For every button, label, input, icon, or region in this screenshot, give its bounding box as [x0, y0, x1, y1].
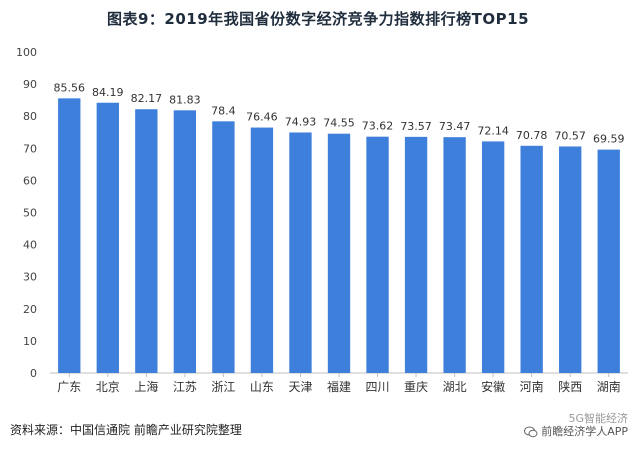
data-label: 73.47 — [439, 120, 471, 133]
bar — [58, 98, 81, 373]
x-tick-label: 上海 — [134, 379, 158, 394]
x-tick-label: 安徽 — [481, 379, 505, 394]
x-tick-label: 天津 — [288, 380, 312, 394]
bar — [289, 132, 312, 373]
x-tick-label: 湖南 — [597, 379, 621, 394]
bar — [404, 136, 428, 373]
y-tick-label: 30 — [23, 271, 37, 284]
data-label: 73.62 — [362, 120, 394, 133]
bar — [327, 133, 351, 373]
data-label: 73.57 — [400, 120, 432, 133]
wechat-icon — [524, 426, 538, 438]
bar — [559, 146, 582, 373]
bar — [135, 109, 158, 373]
bar — [597, 149, 620, 373]
x-tick-label: 四川 — [366, 380, 390, 394]
x-tick-label: 湖北 — [443, 379, 467, 394]
data-label: 70.78 — [516, 129, 548, 142]
y-tick-label: 100 — [16, 46, 37, 59]
data-label: 70.57 — [554, 129, 586, 142]
x-tick-label: 福建 — [327, 379, 351, 394]
data-label: 72.14 — [477, 124, 509, 137]
watermark-line2: 前瞻经济学人APP — [541, 425, 628, 438]
source-note: 资料来源：中国信通院 前瞻产业研究院整理 — [10, 423, 242, 437]
chart-title: 图表9：2019年我国省份数字经济竞争力指数排行榜TOP15 — [106, 10, 530, 28]
data-label: 76.46 — [246, 111, 278, 124]
x-tick-label: 浙江 — [211, 380, 235, 394]
y-tick-label: 70 — [23, 142, 37, 155]
x-tick-label: 山东 — [250, 380, 274, 394]
y-tick-label: 20 — [23, 303, 37, 316]
bar — [250, 127, 274, 373]
watermark: 5G智能经济 前瞻经济学人APP — [524, 412, 628, 439]
x-tick-label: 河南 — [520, 379, 544, 394]
y-tick-label: 50 — [23, 207, 37, 220]
bar — [443, 137, 466, 373]
data-label: 74.93 — [285, 115, 317, 128]
y-tick-label: 80 — [23, 110, 37, 123]
y-tick-label: 40 — [23, 239, 37, 252]
bar — [520, 145, 543, 373]
data-label: 78.4 — [211, 104, 236, 117]
bar — [366, 136, 389, 373]
data-label: 74.55 — [323, 117, 355, 130]
x-tick-label: 陕西 — [558, 379, 582, 394]
y-tick-label: 90 — [23, 78, 37, 91]
x-tick-label: 重庆 — [404, 380, 428, 394]
y-tick-label: 10 — [23, 335, 37, 348]
x-tick-label: 江苏 — [173, 380, 197, 394]
x-tick-label: 广东 — [57, 380, 81, 394]
data-label: 82.17 — [131, 92, 163, 105]
y-tick-label: 0 — [30, 367, 37, 380]
data-label: 85.56 — [54, 81, 86, 94]
data-label: 84.19 — [92, 86, 124, 99]
data-label: 69.59 — [593, 133, 625, 146]
bar — [212, 121, 235, 373]
bar — [173, 110, 197, 374]
x-tick-label: 北京 — [96, 380, 120, 394]
bar — [481, 141, 505, 373]
watermark-line1: 5G智能经济 — [568, 412, 628, 425]
bar — [96, 102, 119, 374]
y-tick-label: 60 — [23, 174, 37, 187]
data-label: 81.83 — [169, 93, 201, 106]
